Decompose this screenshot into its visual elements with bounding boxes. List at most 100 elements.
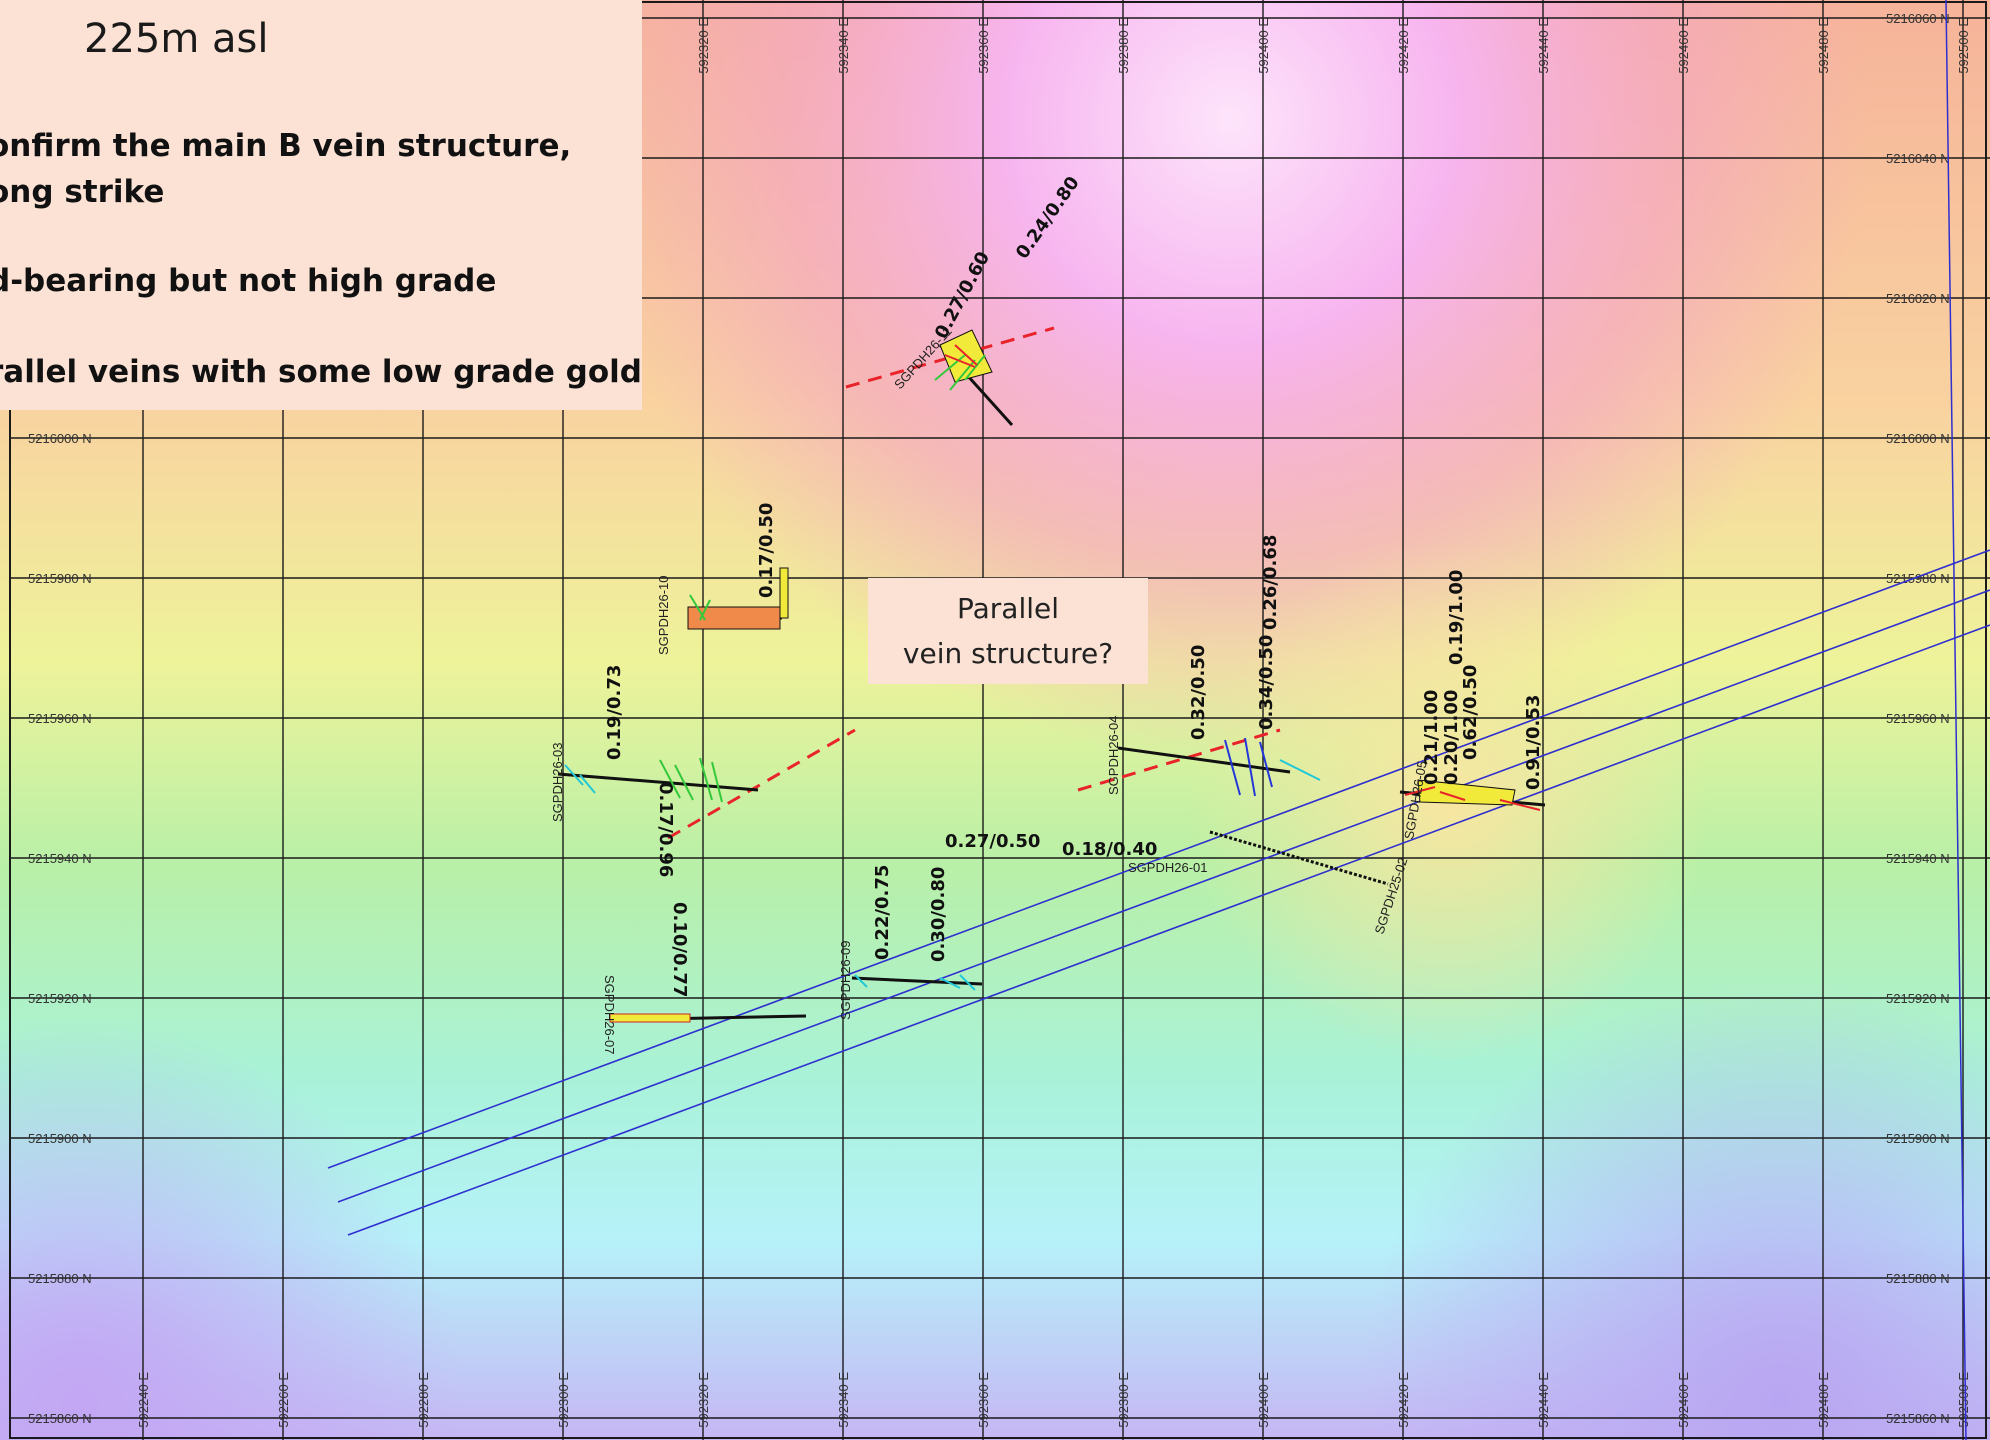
easting-label-top: 592400 E <box>1256 18 1271 74</box>
dashed-structure-north <box>845 326 1055 389</box>
easting-label-bottom: 592360 E <box>976 1372 991 1428</box>
coordinate-labels: 592320 E 592340 E 592360 E 592380 E 592400 E… <box>28 11 1971 1428</box>
ticks-blue-26-04 <box>1224 737 1273 797</box>
easting-label-bottom: 592260 E <box>276 1372 291 1428</box>
intercept-label: 0.34/0.50 <box>1256 635 1277 730</box>
northing-label-right: 5216040 N <box>1886 151 1950 166</box>
dashed-structure-east <box>1077 728 1281 792</box>
vein-line-3 <box>347 624 1990 1236</box>
easting-label-top: 592440 E <box>1536 18 1551 74</box>
easting-label-top: 592420 E <box>1396 18 1411 74</box>
hole-label: SGPDH26-04 <box>1106 716 1121 795</box>
structure-ticks <box>564 344 1541 991</box>
northing-label-left: 5216000 N <box>28 431 92 446</box>
ticks-green-26-10 <box>689 594 711 621</box>
northing-label-right: 5215940 N <box>1886 851 1950 866</box>
interpreted-structures <box>667 326 1281 840</box>
easting-label-bottom: 592320 E <box>696 1372 711 1428</box>
ticks-red-26-05 <box>1404 786 1541 811</box>
trace-SGPDH26-03 <box>557 772 759 792</box>
intercept-label: 0.19/1.00 <box>1446 570 1467 665</box>
interval-SGPDH26-10-high <box>779 567 789 619</box>
northing-label-right: 5216060 N <box>1886 11 1950 26</box>
easting-label-bottom: 592400 E <box>1256 1372 1271 1428</box>
legend-line-1: onfirm the main B vein structure, <box>0 128 572 164</box>
easting-label-top: 592500 E <box>1956 18 1971 74</box>
dashed-structure-west <box>667 728 856 840</box>
callout-line-1: Parallel <box>956 592 1060 625</box>
easting-label-bottom: 592500 E <box>1956 1372 1971 1428</box>
map-frame-right-edge <box>1945 0 1967 1440</box>
northing-label-right: 5216020 N <box>1886 291 1950 306</box>
map-frame <box>9 1 1987 1439</box>
easting-label-top: 592380 E <box>1116 18 1131 74</box>
trace-SGPDH26-09 <box>851 976 983 986</box>
ticks-cyan-26-04 <box>1279 759 1321 781</box>
northing-label-left: 5215960 N <box>28 711 92 726</box>
intercept-label: 0.10/0.77 <box>669 902 690 997</box>
legend-line-3: d-bearing but not high grade <box>0 263 497 299</box>
northing-label-left: 5215860 N <box>28 1411 92 1426</box>
legend-line-4: rallel veins with some low grade gold <box>0 354 642 390</box>
northing-label-left: 5215880 N <box>28 1271 92 1286</box>
elevation-label: 225m asl <box>84 16 269 62</box>
easting-label-top: 592480 E <box>1816 18 1831 74</box>
northing-label-right: 5215900 N <box>1886 1131 1950 1146</box>
northing-label-right: 5215920 N <box>1886 991 1950 1006</box>
hole-label: SGPDH26-09 <box>838 941 853 1020</box>
intercept-label: 0.26/0.68 <box>1260 535 1281 630</box>
easting-label-bottom: 592240 E <box>136 1372 151 1428</box>
intercept-label: 0.19/0.73 <box>604 665 625 760</box>
hole-label: SGPDH26-03 <box>550 743 565 822</box>
northing-label-right: 5215860 N <box>1886 1411 1950 1426</box>
intercept-label: 0.17/0.50 <box>756 503 777 598</box>
vein-line-1 <box>327 549 1990 1169</box>
northing-label-right: 5216000 N <box>1886 431 1950 446</box>
easting-label-bottom: 592420 E <box>1396 1372 1411 1428</box>
northing-label-left: 5215940 N <box>28 851 92 866</box>
northing-label-right: 5215880 N <box>1886 1271 1950 1286</box>
interval-SGPDH26-05 <box>1417 779 1516 806</box>
intercept-label: 0.21/1.00 <box>1421 690 1442 785</box>
legend-line-2: ong strike <box>0 174 165 210</box>
easting-label-top: 592320 E <box>696 18 711 74</box>
northing-label-left: 5215920 N <box>28 991 92 1006</box>
easting-label-bottom: 592480 E <box>1816 1372 1831 1428</box>
easting-label-bottom: 592340 E <box>836 1372 851 1428</box>
trace-SGPDH25-02 <box>1209 830 1389 886</box>
hole-label: SGPDH26-07 <box>602 975 617 1054</box>
northing-label-left: 5215900 N <box>28 1131 92 1146</box>
easting-label-top: 592360 E <box>976 18 991 74</box>
trace-SGPDH26-04 <box>1117 746 1291 774</box>
interval-SGPDH26-07 <box>609 1013 691 1023</box>
intercept-label: 0.18/0.40 <box>1062 839 1157 860</box>
intercept-label: 0.32/0.50 <box>1188 645 1209 740</box>
intercept-label: 0.62/0.50 <box>1460 665 1481 760</box>
northing-label-right: 5215980 N <box>1886 571 1950 586</box>
ticks-green-26-03 <box>659 757 723 803</box>
intercept-label: 0.91/0.53 <box>1523 695 1544 790</box>
intercept-label: 0.22/0.75 <box>872 865 893 960</box>
easting-label-bottom: 592300 E <box>556 1372 571 1428</box>
vein-trend-lines <box>327 549 1990 1236</box>
easting-label-bottom: 592440 E <box>1536 1372 1551 1428</box>
assay-intervals <box>609 329 1516 1023</box>
ticks-cyan-26-09 <box>854 974 976 991</box>
vein-line-2 <box>337 589 1990 1203</box>
easting-label-bottom: 592460 E <box>1676 1372 1691 1428</box>
intercept-label: 0.20/1.00 <box>1441 690 1462 785</box>
northing-label-left: 5215980 N <box>28 571 92 586</box>
easting-label-top: 592340 E <box>836 18 851 74</box>
legend-panel: 225m asl onfirm the main B vein structur… <box>0 0 642 410</box>
easting-label-bottom: 592380 E <box>1116 1372 1131 1428</box>
northing-label-right: 5215960 N <box>1886 711 1950 726</box>
ticks-cyan-26-03 <box>564 764 596 794</box>
intercept-label: 0.17/0.96 <box>655 782 676 877</box>
intercept-label: 0.30/0.80 <box>928 867 949 962</box>
hole-label: SGPDH26-10 <box>656 576 671 655</box>
easting-label-bottom: 592280 E <box>416 1372 431 1428</box>
ticks-red-26-11 <box>944 344 978 368</box>
parallel-vein-callout: Parallel vein structure? <box>868 578 1148 684</box>
